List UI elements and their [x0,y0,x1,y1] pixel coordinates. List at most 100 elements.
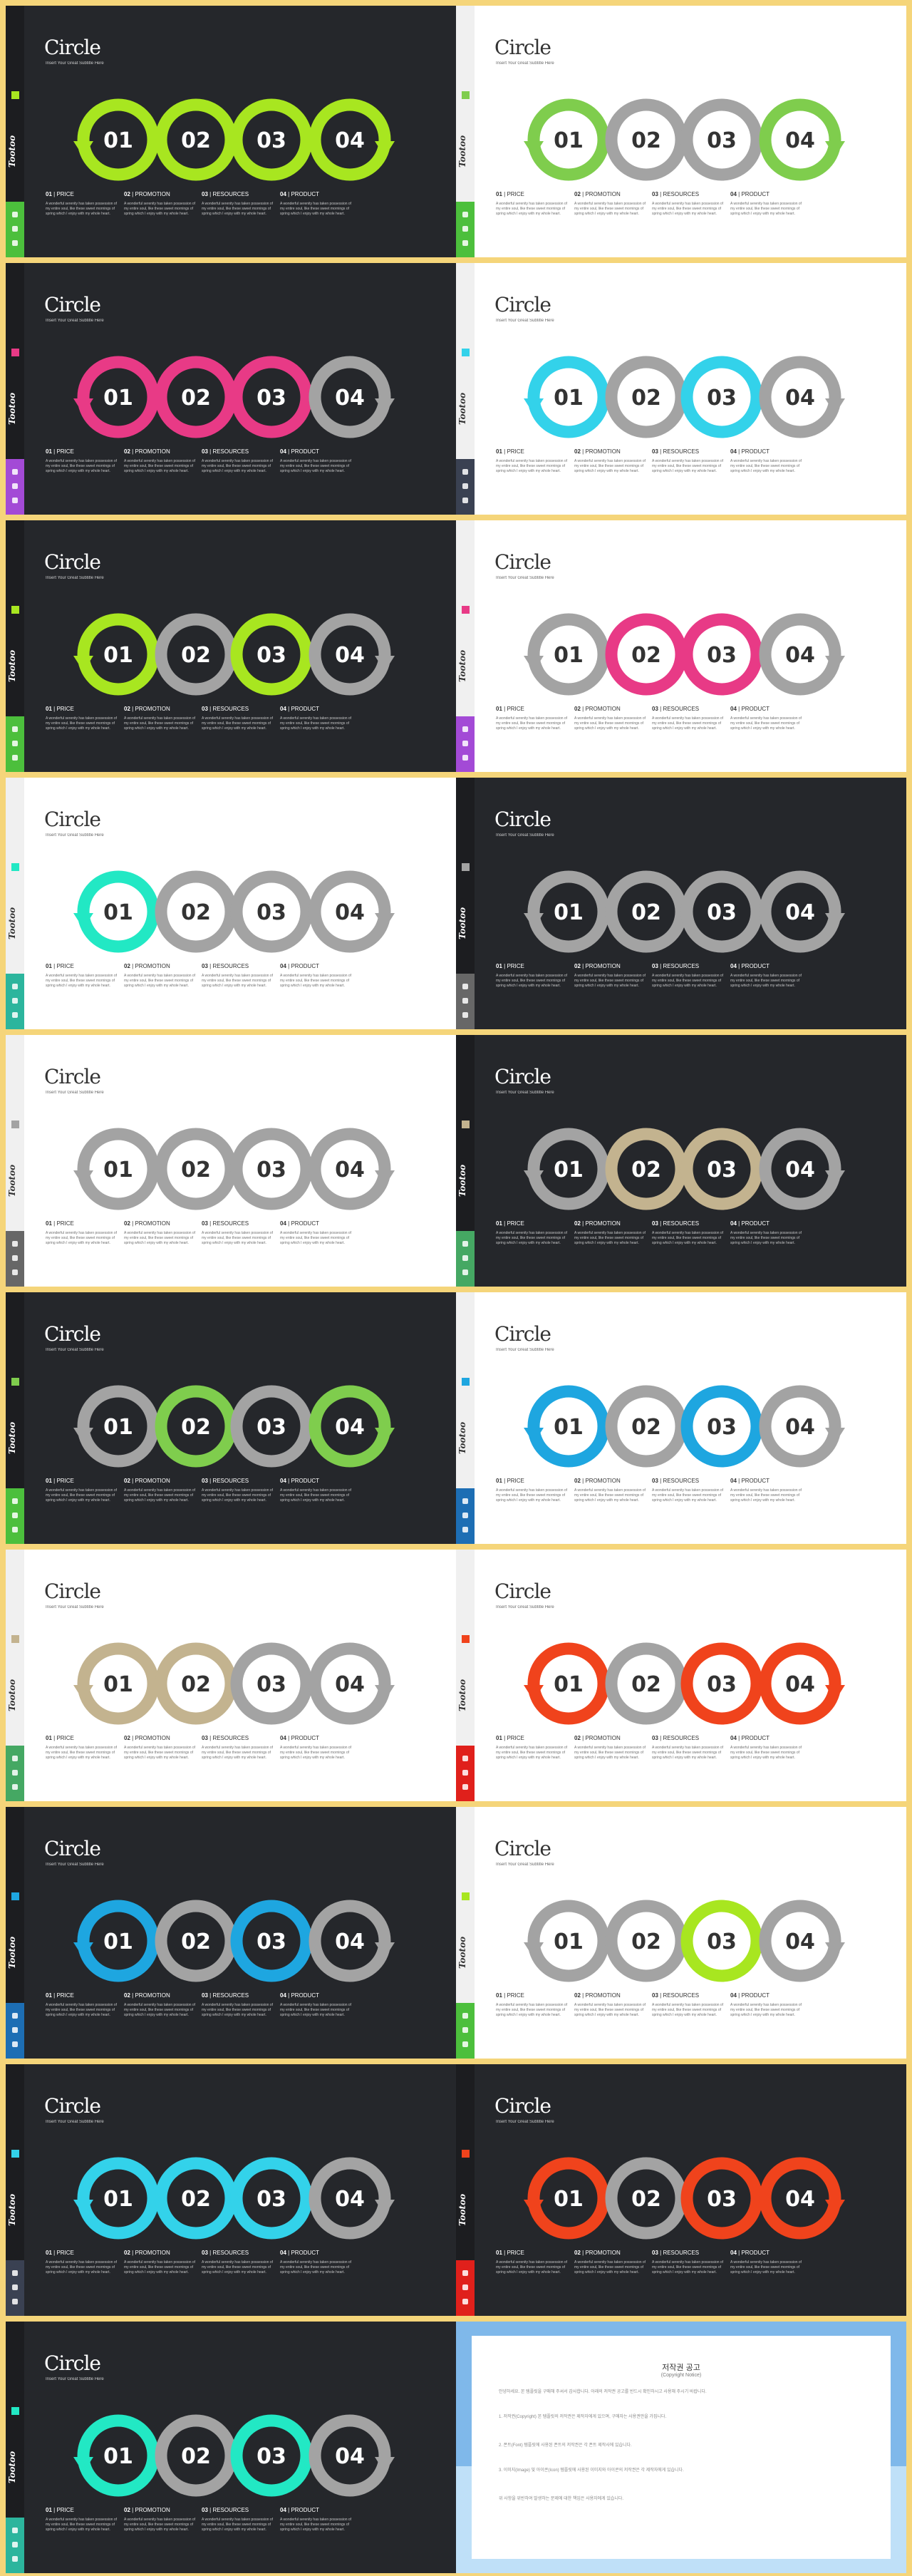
slide[interactable]: Tootoo Circle Insert Your Great Subtitle H… [6,263,456,515]
caption-text: A wonderful serenity has taken possessio… [574,1746,646,1760]
share-icon[interactable] [12,2528,18,2533]
grid-icon[interactable] [462,2027,468,2033]
slide[interactable]: Tootoo Circle Insert Your Great Subtitle H… [6,2064,456,2316]
twitter-icon[interactable] [462,240,468,246]
share-icon[interactable] [462,726,468,732]
grid-icon[interactable] [12,1513,18,1518]
slide[interactable]: Tootoo Circle Insert Your Great Subtitle H… [456,6,906,257]
slide[interactable]: Tootoo Circle Insert Your Great Subtitle H… [6,1550,456,1801]
twitter-icon[interactable] [12,2299,18,2304]
grid-icon[interactable] [12,1255,18,1261]
slide[interactable]: Tootoo Circle Insert Your Great Subtitle H… [6,520,456,772]
ring-01 [527,1642,610,1725]
grid-icon[interactable] [462,741,468,746]
share-icon[interactable] [462,2013,468,2019]
slide[interactable]: Tootoo Circle Insert Your Great Subtitle H… [6,1035,456,1287]
grid-icon[interactable] [462,2284,468,2290]
slide[interactable]: Tootoo Circle Insert Your Great Subtitle H… [456,1292,906,1544]
grid-icon[interactable] [12,998,18,1004]
slide[interactable]: Tootoo Circle Insert Your Great Subtitle H… [456,1035,906,1287]
share-icon[interactable] [462,1498,468,1504]
circle-diagram: 01 02 03 04 [73,1385,395,1468]
caption-separator: | [502,1992,507,1999]
caption-label: PRICE [56,2507,74,2513]
twitter-icon[interactable] [12,755,18,761]
caption-separator: | [580,1992,586,1999]
slide[interactable]: Tootoo Circle Insert Your Great Subtitle H… [456,778,906,1029]
grid-icon[interactable] [462,226,468,232]
caption-number: 01 [46,1992,52,1999]
caption-label: PROMOTION [585,448,621,455]
twitter-icon[interactable] [12,2041,18,2047]
grid-icon[interactable] [462,483,468,489]
twitter-icon[interactable] [462,2299,468,2304]
slide[interactable]: Tootoo Circle Insert Your Great Subtitle H… [6,1807,456,2059]
caption-title: 02 | PROMOTION [124,2250,199,2256]
share-icon[interactable] [12,2013,18,2019]
share-icon[interactable] [462,2270,468,2276]
caption-title: 01 | PRICE [496,1478,571,1484]
twitter-icon[interactable] [462,2041,468,2047]
share-icon[interactable] [462,469,468,475]
caption-title: 01 | PRICE [46,1220,120,1227]
caption-block: 04 | PRODUCT A wonderful serenity has tak… [730,1992,805,2018]
twitter-icon[interactable] [462,755,468,761]
share-icon[interactable] [462,984,468,989]
share-icon[interactable] [12,1498,18,1504]
slide[interactable]: Tootoo Circle Insert Your Great Subtitle H… [456,263,906,515]
slide[interactable]: Tootoo Circle Insert Your Great Subtitle H… [6,778,456,1029]
slide[interactable]: Tootoo Circle Insert Your Great Subtitle H… [456,520,906,772]
copyright-notice-slide[interactable]: 저작권 공고 (Copyright Notice) 안녕하세요. 본 템플릿을 구매… [456,2322,906,2573]
twitter-icon[interactable] [12,1784,18,1790]
twitter-icon[interactable] [12,1269,18,1275]
caption-title: 01 | PRICE [496,448,571,455]
share-icon[interactable] [12,212,18,217]
grid-icon[interactable] [12,2284,18,2290]
grid-icon[interactable] [12,483,18,489]
caption-block: 04 | PRODUCT A wonderful serenity has tak… [280,1735,355,1761]
slide[interactable]: Tootoo Circle Insert Your Great Subtitle H… [6,6,456,257]
slide[interactable]: Tootoo Circle Insert Your Great Subtitle H… [6,1292,456,1544]
twitter-icon[interactable] [12,240,18,246]
step-number: 01 [554,1672,584,1697]
caption-title: 03 | RESOURCES [202,2250,276,2256]
share-icon[interactable] [12,726,18,732]
grid-icon[interactable] [12,2542,18,2547]
grid-icon[interactable] [12,1770,18,1776]
arrow-right-icon [375,913,395,929]
twitter-icon[interactable] [12,498,18,503]
share-icon[interactable] [12,2270,18,2276]
grid-icon[interactable] [462,1770,468,1776]
brand-logo: Tootoo [7,907,17,939]
twitter-icon[interactable] [12,2556,18,2562]
share-icon[interactable] [12,1241,18,1247]
slide[interactable]: Tootoo Circle Insert Your Great Subtitle H… [456,1550,906,1801]
slide[interactable]: Tootoo Circle Insert Your Great Subtitle H… [456,1807,906,2059]
caption-separator: | [51,1220,57,1227]
grid-icon[interactable] [12,226,18,232]
twitter-icon[interactable] [462,498,468,503]
step-number: 02 [631,1930,661,1954]
twitter-icon[interactable] [462,1784,468,1790]
share-icon[interactable] [12,469,18,475]
share-icon[interactable] [462,212,468,217]
caption-label: PROMOTION [135,448,170,455]
step-number: 02 [181,900,211,925]
grid-icon[interactable] [462,1513,468,1518]
twitter-icon[interactable] [12,1527,18,1532]
grid-icon[interactable] [462,1255,468,1261]
grid-icon[interactable] [12,741,18,746]
share-icon[interactable] [12,984,18,989]
share-icon[interactable] [462,1756,468,1761]
grid-icon[interactable] [12,2027,18,2033]
share-icon[interactable] [12,1756,18,1761]
share-icon[interactable] [462,1241,468,1247]
twitter-icon[interactable] [12,1012,18,1018]
twitter-icon[interactable] [462,1269,468,1275]
slide[interactable]: Tootoo Circle Insert Your Great Subtitle H… [456,2064,906,2316]
twitter-icon[interactable] [462,1012,468,1018]
grid-icon[interactable] [462,998,468,1004]
sidebar-marker [462,606,470,614]
twitter-icon[interactable] [462,1527,468,1532]
slide[interactable]: Tootoo Circle Insert Your Great Subtitle H… [6,2322,456,2573]
